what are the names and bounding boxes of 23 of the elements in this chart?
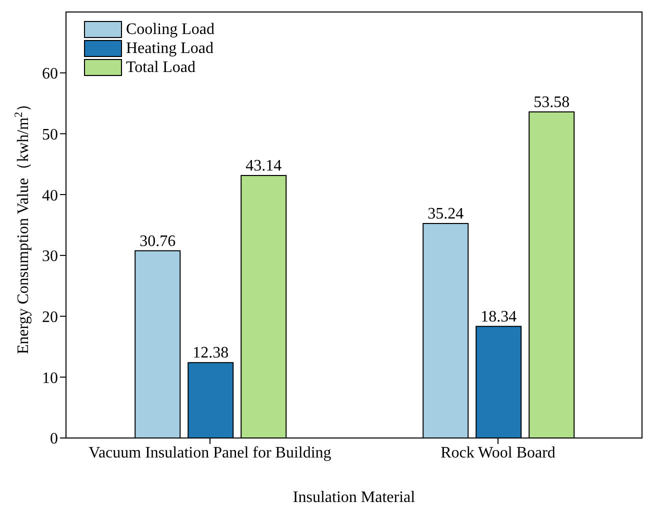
data-label: 30.76 [140,232,176,250]
legend-label: Total Load [126,58,196,77]
y-tick-label: 30 [42,248,58,266]
data-label: 43.14 [246,157,282,174]
bar [422,223,469,438]
y-tick-label: 20 [42,308,58,326]
y-tick-label: 10 [42,370,58,387]
y-tick-label: 40 [42,187,58,204]
bar [134,250,181,438]
y-tick-label: 0 [50,430,58,448]
bar [528,111,575,438]
data-label: 53.58 [534,94,570,111]
y-tick-label: 50 [42,126,58,144]
legend-label: Cooling Load [126,20,214,39]
bar [240,174,287,438]
data-label: 35.24 [428,206,464,223]
legend-label: Heating Load [126,39,214,58]
x-axis-title: Insulation Material [292,489,416,506]
x-tick-label: Vacuum Insulation Panel for Building [88,444,332,462]
data-label: 12.38 [192,344,229,362]
data-label: 18.34 [480,308,517,326]
y-tick-label: 60 [42,66,58,83]
x-tick-label: Rock Wool Board [440,444,556,462]
